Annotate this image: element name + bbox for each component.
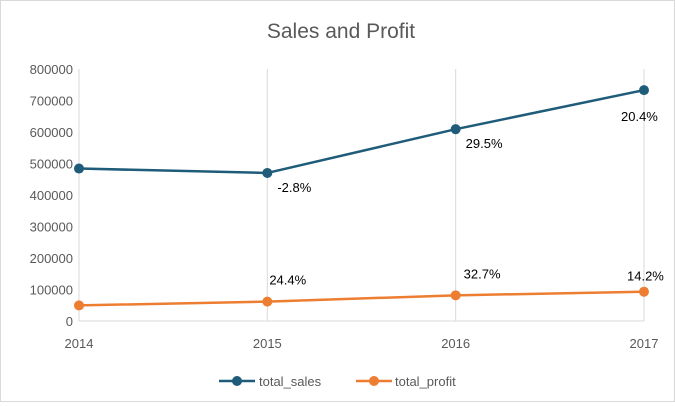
data-point-total_profit: [74, 300, 84, 311]
data-label-total_sales: -2.8%: [277, 180, 311, 195]
data-point-total_sales: [262, 167, 273, 178]
data-point-total_sales: [639, 85, 649, 96]
y-tick-label: 500000: [30, 157, 73, 172]
legend-label-total_sales: total_sales: [259, 374, 322, 389]
x-tick-label: 2016: [441, 336, 470, 351]
data-label-total_profit: 24.4%: [269, 273, 306, 288]
data-point-total_profit: [450, 290, 461, 301]
legend: total_sales total_profit: [219, 374, 456, 389]
y-tick-label: 800000: [30, 62, 73, 77]
series-line-total_profit: [78, 290, 645, 307]
chart-title: Sales and Profit: [267, 20, 415, 43]
series-line-total_sales: [78, 88, 645, 175]
y-tick-label: 0: [66, 314, 73, 329]
x-tick-label: 2014: [65, 336, 94, 351]
data-point-total_sales: [74, 163, 84, 174]
data-label-total_sales: 29.5%: [466, 136, 503, 151]
x-axis: 2014 2015 2016 2017: [65, 336, 659, 351]
data-label-total_sales: 20.4%: [621, 109, 658, 124]
grid-lines: [78, 69, 645, 322]
y-tick-label: 400000: [30, 188, 73, 203]
data-point-total_profit: [262, 296, 273, 307]
y-axis: 800000 700000 600000 500000 400000 300000 2000…: [30, 62, 73, 329]
x-tick-label: 2017: [630, 336, 659, 351]
y-tick-label: 600000: [30, 125, 73, 140]
data-point-total_profit: [639, 286, 649, 297]
series-group: -2.8% 29.5% 20.4% 24.4% 32.7% 14.2%: [74, 85, 664, 311]
y-tick-label: 300000: [30, 220, 73, 235]
y-tick-label: 100000: [30, 283, 73, 298]
legend-label-total_profit: total_profit: [395, 374, 456, 389]
y-tick-label: 700000: [30, 94, 73, 109]
legend-marker-total_profit: [369, 376, 379, 386]
x-tick-label: 2015: [253, 336, 282, 351]
data-label-total_profit: 14.2%: [627, 269, 664, 284]
y-tick-label: 200000: [30, 251, 73, 266]
data-point-total_sales: [450, 124, 461, 135]
legend-marker-total_sales: [232, 376, 242, 386]
data-label-total_profit: 32.7%: [464, 266, 501, 281]
